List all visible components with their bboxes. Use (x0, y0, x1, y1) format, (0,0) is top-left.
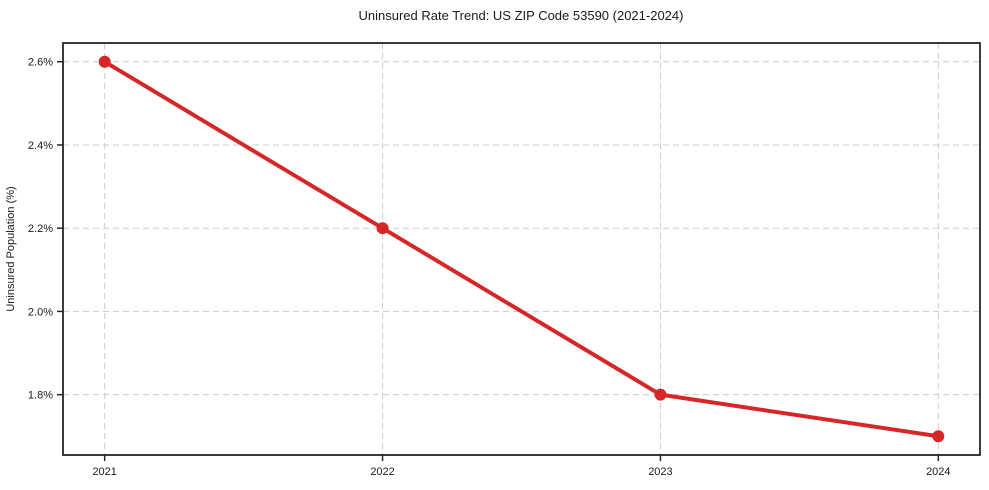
x-tick-label: 2023 (648, 466, 672, 478)
y-tick-label: 2.6% (28, 57, 53, 69)
y-tick-label: 2.0% (28, 306, 53, 318)
plot-border (62, 42, 981, 456)
x-tick-label: 2021 (92, 466, 116, 478)
series-layer (98, 55, 945, 443)
y-tick-label: 1.8% (28, 390, 53, 402)
x-tick-label: 2022 (370, 466, 394, 478)
data-point (654, 388, 667, 401)
data-point (98, 55, 111, 68)
axes-layer: 2021 2022 2023 2024 1.8% 2.0% 2.2% 2.4% 2.6% (28, 42, 981, 478)
y-tick-label: 2.2% (28, 223, 53, 235)
chart-title: Uninsured Rate Trend: US ZIP Code 53590 … (359, 8, 684, 23)
grid-layer (63, 43, 980, 455)
y-tick-label: 2.4% (28, 140, 53, 152)
data-point (376, 222, 389, 235)
y-axis-label: Uninsured Population (%) (5, 186, 17, 311)
x-tick-label: 2024 (926, 466, 950, 478)
trend-line (102, 59, 941, 439)
data-point (932, 430, 945, 443)
